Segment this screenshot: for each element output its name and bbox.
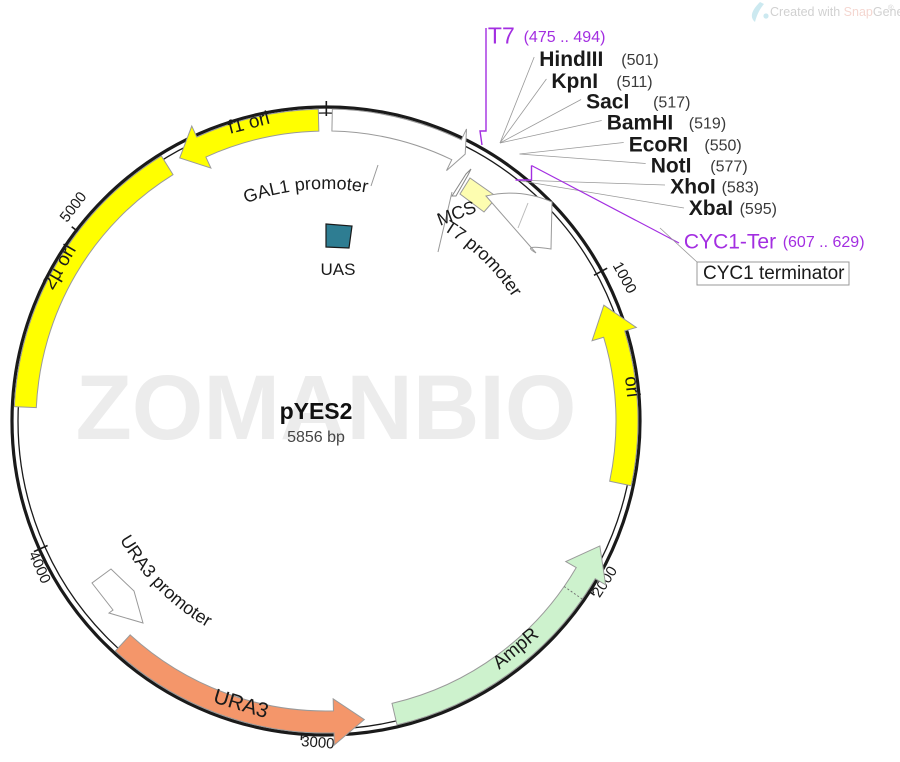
svg-text:(519): (519) xyxy=(689,116,726,133)
svg-text:UAS: UAS xyxy=(321,260,356,279)
svg-text:XbaI: XbaI xyxy=(689,197,733,220)
svg-text:pYES2: pYES2 xyxy=(280,398,353,424)
svg-text:®: ® xyxy=(888,3,894,12)
svg-text:(501): (501) xyxy=(621,52,658,69)
svg-text:(595): (595) xyxy=(740,201,777,218)
svg-text:3000: 3000 xyxy=(301,733,336,753)
svg-text:ori: ori xyxy=(620,375,643,398)
svg-text:(511): (511) xyxy=(616,74,652,91)
svg-text:(550): (550) xyxy=(704,138,741,155)
svg-text:HindIII: HindIII xyxy=(539,48,603,71)
svg-text:(577): (577) xyxy=(710,159,747,176)
svg-text:EcoRI: EcoRI xyxy=(629,134,689,157)
svg-text:CYC1-Ter: CYC1-Ter xyxy=(684,230,776,253)
svg-text:XhoI: XhoI xyxy=(670,176,716,199)
svg-text:5856 bp: 5856 bp xyxy=(287,429,345,446)
svg-text:NotI: NotI xyxy=(651,155,692,178)
svg-text:(583): (583) xyxy=(722,180,759,197)
svg-text:Created with SnapGene: Created with SnapGene xyxy=(770,5,900,19)
svg-text:(517): (517) xyxy=(653,95,690,112)
svg-text:SacI: SacI xyxy=(586,91,629,114)
svg-text:(475 .. 494): (475 .. 494) xyxy=(524,29,606,46)
svg-text:CYC1 terminator: CYC1 terminator xyxy=(703,263,845,284)
svg-text:T7: T7 xyxy=(488,23,515,49)
svg-text:BamHI: BamHI xyxy=(607,112,674,135)
svg-text:(607 .. 629): (607 .. 629) xyxy=(783,234,865,251)
